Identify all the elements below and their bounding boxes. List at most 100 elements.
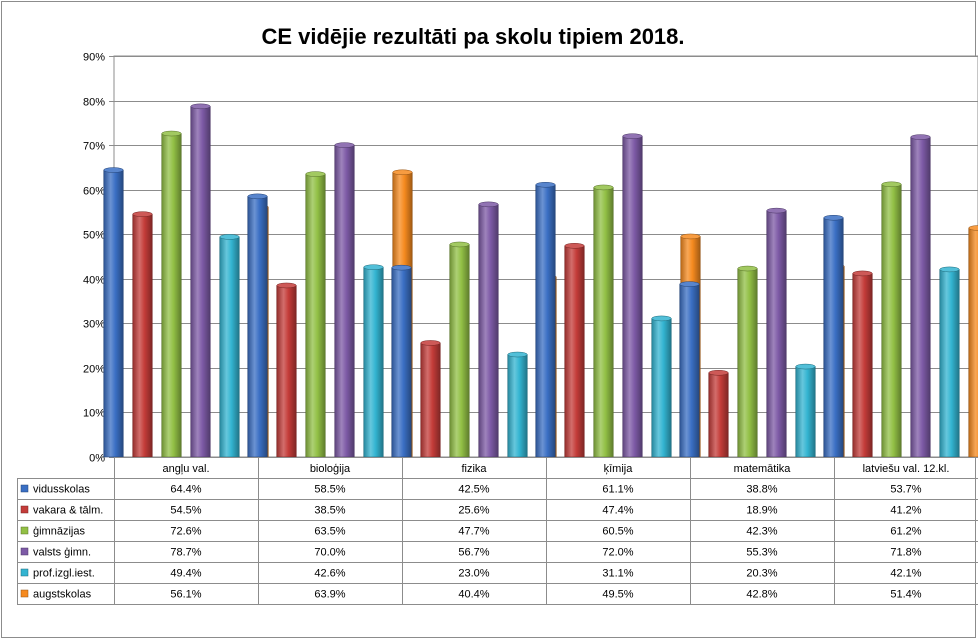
legend-label: vakara & tālm. [33, 505, 103, 517]
data-label: 31.1% [602, 568, 633, 580]
bar-top [593, 184, 614, 191]
data-label: 64.4% [170, 484, 201, 496]
bar-top [276, 282, 297, 289]
bar-top [651, 315, 672, 322]
y-tick-label: 50% [83, 230, 105, 242]
bar-top [852, 270, 873, 277]
bar-top [449, 241, 470, 248]
bar-valsts-imn--6 [910, 136, 931, 458]
bar-top [363, 264, 384, 270]
bar-vakara-t-lm--1 [132, 213, 153, 458]
bar-prof-izgl-iest--3 [507, 354, 528, 458]
bar--imn-zijas-3 [449, 244, 470, 458]
data-label: 78.7% [170, 547, 201, 559]
data-label: 42.1% [890, 568, 921, 580]
legend-key [20, 547, 29, 556]
data-label: 42.5% [458, 484, 489, 496]
legend-label: augstskolas [33, 589, 92, 601]
category-label: latviešu val. 12.kl. [863, 463, 950, 475]
data-label: 42.8% [746, 589, 777, 601]
data-label: 38.5% [314, 505, 345, 517]
bar-top [132, 211, 153, 217]
bar-vidusskolas-6 [823, 217, 844, 458]
bar-top [103, 167, 124, 173]
bar-vidusskolas-2 [247, 196, 268, 458]
legend-label: vidusskolas [33, 484, 90, 496]
data-label: 49.4% [170, 568, 201, 580]
category-label: matemātika [734, 463, 792, 475]
bar-vakara-t-lm--5 [708, 372, 729, 458]
bar-top [968, 225, 978, 231]
data-label: 63.5% [314, 526, 345, 538]
bar-top [247, 193, 268, 200]
bar-valsts-imn--3 [478, 204, 499, 458]
bar-top [334, 142, 355, 148]
y-tick-label: 30% [83, 319, 105, 331]
data-label: 56.7% [458, 547, 489, 559]
legend-key [20, 484, 29, 493]
category-label: fizika [461, 463, 487, 475]
bar-top [622, 133, 643, 139]
bar-top [795, 363, 816, 370]
data-label: 58.5% [314, 484, 345, 496]
data-label: 47.4% [602, 505, 633, 517]
data-label: 42.6% [314, 568, 345, 580]
bar-vidusskolas-3 [391, 267, 412, 458]
bar-top [823, 214, 844, 221]
bar-top [535, 182, 556, 188]
bar-top [910, 134, 931, 140]
data-label: 72.6% [170, 526, 201, 538]
bar-top [478, 201, 499, 208]
legend-key [20, 568, 29, 577]
bar-top [420, 340, 441, 346]
bar-vakara-t-lm--3 [420, 342, 441, 458]
bar-top [507, 351, 528, 358]
legend-key [20, 505, 29, 514]
data-label: 70.0% [314, 547, 345, 559]
data-label: 42.3% [746, 526, 777, 538]
bar-vidusskolas-4 [535, 184, 556, 458]
bar-top [737, 265, 758, 272]
bar--imn-zijas-2 [305, 173, 326, 458]
y-tick-label: 90% [83, 52, 105, 64]
data-label: 56.1% [170, 589, 201, 601]
data-table: angļu val. bioloģija fizika ķīmija matemātik… [17, 457, 978, 605]
data-label: 72.0% [602, 547, 633, 559]
bar-top [766, 207, 787, 214]
bar-top [161, 130, 182, 137]
bar-vakara-t-lm--6 [852, 273, 873, 458]
y-tick-label: 40% [83, 275, 105, 287]
y-tick-label: 0% [89, 453, 105, 465]
bar-top [392, 169, 413, 176]
bar-top [708, 370, 729, 376]
y-tick-label: 70% [83, 141, 105, 153]
y-tick-label: 10% [83, 408, 105, 420]
y-tick-label: 80% [83, 97, 105, 109]
bar-vakara-t-lm--4 [564, 245, 585, 458]
data-label: 25.6% [458, 505, 489, 517]
category-label: bioloģija [310, 462, 351, 475]
data-label: 20.3% [746, 568, 777, 580]
bar-top [679, 281, 700, 287]
bar-vakara-t-lm--2 [276, 285, 297, 458]
bar-top [305, 171, 326, 177]
bar--imn-zijas-6 [881, 184, 902, 458]
data-label: 23.0% [458, 568, 489, 580]
bar-valsts-imn--4 [622, 135, 643, 458]
data-label: 47.7% [458, 526, 489, 538]
data-label: 61.1% [602, 484, 633, 496]
plot-area: 0% 10% 20% 30% 40% 50% 60% 70% 80% 90% [83, 52, 978, 465]
bar-prof-izgl-iest--1 [219, 236, 240, 458]
data-label: 53.7% [890, 484, 921, 496]
y-tick-label: 60% [83, 186, 105, 198]
category-label: ķīmija [604, 463, 634, 475]
data-label: 71.8% [890, 547, 921, 559]
data-label: 54.5% [170, 505, 201, 517]
bar-prof-izgl-iest--4 [651, 318, 672, 458]
data-label: 55.3% [746, 547, 777, 559]
data-label: 51.4% [890, 589, 921, 601]
bar-top [881, 181, 902, 188]
bar-top [680, 233, 701, 240]
